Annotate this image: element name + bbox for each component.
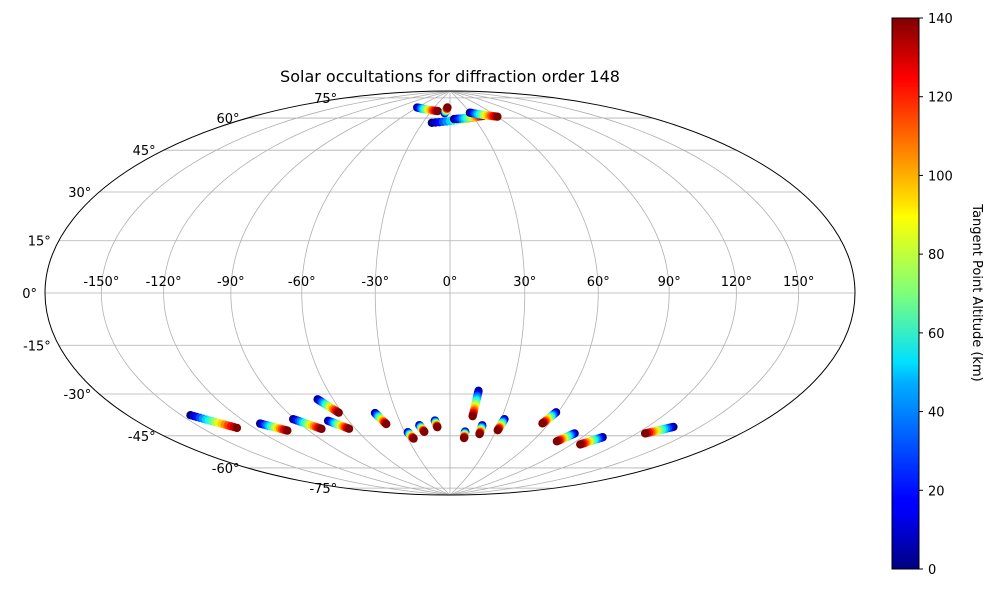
occultation-point	[317, 424, 326, 434]
longitude-tick-label: 0°	[443, 275, 458, 290]
latitude-tick-label: 15°	[28, 235, 51, 250]
colorbar-tick-label: 120	[928, 91, 953, 106]
colorbar-label: Tangent Point Altitude (km)	[969, 203, 984, 381]
longitude-tick-label: 60°	[587, 275, 610, 290]
occultation-point	[576, 440, 585, 449]
latitude-tick-label: 60°	[216, 112, 239, 127]
occultation-point	[443, 103, 452, 112]
occultation-point	[420, 427, 429, 436]
latitude-tick-label: -75°	[309, 482, 337, 497]
occultation-point	[409, 434, 418, 443]
colorbar-tick-label: 40	[928, 406, 945, 421]
occultation-point	[475, 429, 484, 439]
latitude-tick-labels: -75° -60° -45° -30° -15° 0° 15° 30° 45° 60° 75°	[22, 92, 337, 497]
graticule	[45, 91, 855, 495]
occultation-point	[538, 419, 547, 428]
latitude-tick-label: -45°	[128, 430, 156, 445]
longitude-tick-labels: -150° -120° -90° -60° -30° 0° 30° 60° 90° 120° 150…	[83, 275, 814, 290]
latitude-tick-label: 45°	[133, 144, 156, 159]
latitude-tick-label: 0°	[22, 287, 37, 302]
latitude-tick-label: -60°	[212, 462, 240, 477]
colorbar: 0 20 40 60 80 100 120 140 Tangent Point Altitud…	[891, 12, 984, 578]
longitude-tick-label: 30°	[513, 275, 536, 290]
occultation-point	[493, 112, 502, 121]
colorbar-tick-label: 80	[928, 248, 945, 263]
colorbar-bar	[891, 17, 920, 570]
occultation-point	[382, 419, 391, 429]
longitude-tick-label: 150°	[783, 275, 814, 290]
occultation-point	[459, 433, 469, 443]
occultation-point	[433, 422, 442, 432]
longitude-tick-label: 120°	[721, 275, 752, 290]
chart-title: Solar occultations for diffraction order…	[280, 67, 620, 86]
occultation-point	[640, 429, 650, 438]
latitude-tick-label: 75°	[314, 92, 337, 107]
longitude-tick-label: -90°	[217, 275, 245, 290]
occultation-point	[232, 423, 242, 433]
colorbar-tick-label: 20	[928, 484, 945, 499]
longitude-tick-label: 90°	[658, 275, 681, 290]
latitude-tick-label: -15°	[23, 339, 51, 354]
colorbar-ticks: 0 20 40 60 80 100 120 140	[919, 12, 953, 578]
occultation-points	[186, 103, 678, 449]
occultation-point	[552, 437, 562, 446]
longitude-tick-label: -60°	[288, 275, 316, 290]
occultation-point	[283, 426, 292, 435]
latitude-tick-label: -30°	[64, 388, 92, 403]
longitude-tick-label: -120°	[146, 275, 182, 290]
longitude-tick-label: -150°	[83, 275, 119, 290]
occultation-point	[433, 106, 442, 116]
longitude-tick-label: -30°	[361, 275, 389, 290]
colorbar-tick-label: 140	[928, 12, 953, 27]
colorbar-tick-label: 0	[928, 563, 936, 578]
occultation-point	[344, 424, 354, 433]
colorbar-tick-label: 60	[928, 327, 945, 342]
occultation-point	[468, 411, 477, 421]
colorbar-tick-label: 100	[928, 169, 953, 184]
map-boundary	[44, 90, 856, 496]
occultation-point	[493, 425, 502, 435]
latitude-tick-label: 30°	[68, 186, 91, 201]
occultation-point	[334, 408, 343, 417]
